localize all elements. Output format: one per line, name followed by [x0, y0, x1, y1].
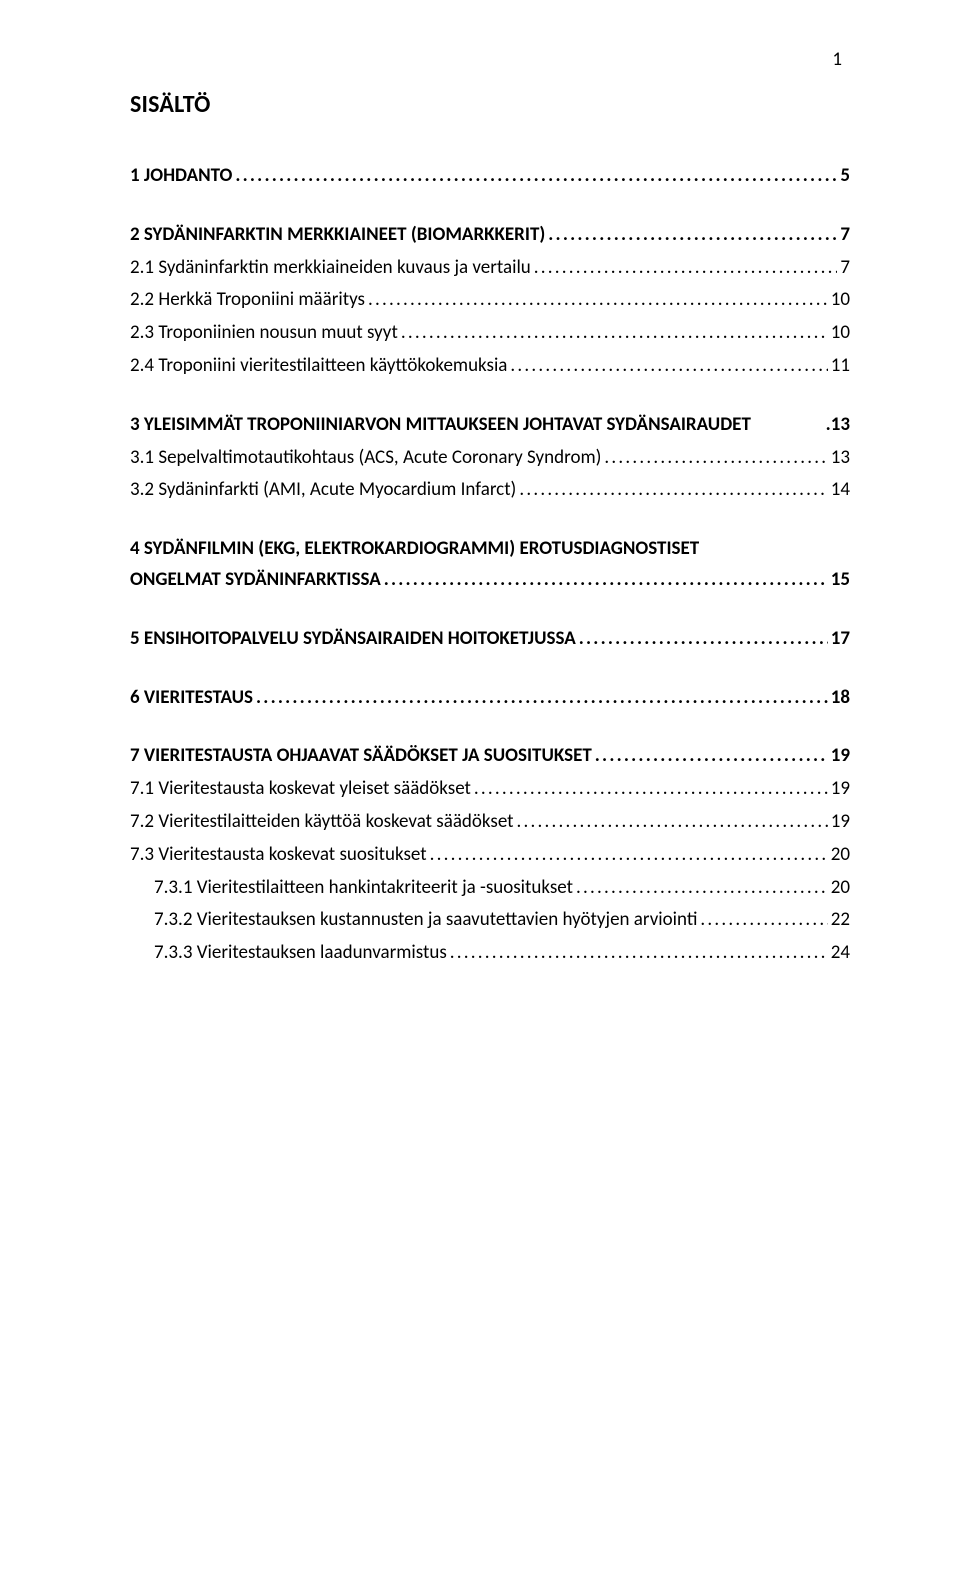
toc-entry[interactable]: 2.4 Troponiini vieritestilaitteen käyttö… — [130, 355, 850, 378]
table-of-contents: 1 JOHDANTO 5 2 SYDÄNINFARKTIN MERKKIAINEET… — [130, 165, 850, 965]
toc-entry-page: 19 — [831, 745, 850, 768]
toc-entry-label: 7.3 Vieritestausta koskevat suositukset — [130, 844, 427, 867]
toc-entry-page: 13 — [831, 447, 850, 470]
toc-entry-page: 15 — [831, 569, 850, 592]
toc-entry[interactable]: 1 JOHDANTO 5 — [130, 165, 850, 188]
toc-leader-dots — [401, 322, 828, 345]
toc-entry-label: 7.2 Vieritestilaitteiden käyttöä koskeva… — [130, 811, 514, 834]
toc-leader-dots — [604, 447, 827, 470]
toc-leader-dots — [384, 569, 828, 592]
toc-entry[interactable]: 2 SYDÄNINFARKTIN MERKKIAINEET (BIOMARKKE… — [130, 224, 850, 247]
toc-entry[interactable]: 3.2 Sydäninfarkti (AMI, Acute Myocardium… — [130, 479, 850, 502]
toc-entry-label: 3.1 Sepelvaltimotautikohtaus (ACS, Acute… — [130, 447, 601, 470]
toc-entry-page: 20 — [831, 877, 850, 900]
toc-entry-label: 7.3.1 Vieritestilaitteen hankintakriteer… — [154, 877, 573, 900]
toc-entry-page: 5 — [840, 165, 850, 188]
toc-leader-dots — [450, 942, 828, 965]
toc-entry-label: 7.3.3 Vieritestauksen laadunvarmistus — [154, 942, 447, 965]
toc-entry-page: 13 — [831, 414, 850, 437]
toc-entry-page: 11 — [831, 355, 850, 378]
toc-entry-page: 19 — [831, 778, 850, 801]
toc-entry[interactable]: 7.3.1 Vieritestilaitteen hankintakriteer… — [130, 877, 850, 900]
toc-entry-label: 7.3.2 Vieritestauksen kustannusten ja sa… — [154, 909, 697, 932]
toc-leader-dots — [519, 479, 827, 502]
toc-entry[interactable]: 2.3 Troponiinien nousun muut syyt 10 — [130, 322, 850, 345]
toc-entry-label: 2.4 Troponiini vieritestilaitteen käyttö… — [130, 355, 507, 378]
toc-entry-label: ONGELMAT SYDÄNINFARKTISSA — [130, 569, 381, 592]
toc-entry-page: 20 — [831, 844, 850, 867]
toc-entry-label: 3 YLEISIMMÄT TROPONIINIARVON MITTAUKSEEN… — [130, 414, 751, 437]
toc-entry-page: 19 — [831, 811, 850, 834]
toc-entry[interactable]: 7 VIERITESTAUSTA OHJAAVAT SÄÄDÖKSET JA S… — [130, 745, 850, 768]
toc-entry[interactable]: 7.1 Vieritestausta koskevat yleiset sääd… — [130, 778, 850, 801]
toc-entry[interactable]: 2.2 Herkkä Troponiini määritys 10 — [130, 289, 850, 312]
toc-entry-label: 3.2 Sydäninfarkti (AMI, Acute Myocardium… — [130, 479, 516, 502]
toc-entry[interactable]: 3.1 Sepelvaltimotautikohtaus (ACS, Acute… — [130, 447, 850, 470]
toc-entry-label: 6 VIERITESTAUS — [130, 687, 253, 710]
toc-leader-dots — [534, 257, 838, 280]
toc-entry-page: 7 — [840, 257, 850, 280]
toc-entry-label: 4 SYDÄNFILMIN (EKG, ELEKTROKARDIOGRAMMI)… — [130, 538, 699, 561]
toc-leader-dots — [474, 778, 828, 801]
page-title: SISÄLTÖ — [130, 90, 850, 119]
toc-entry-label: 2.3 Troponiinien nousun muut syyt — [130, 322, 398, 345]
toc-entry-label: 5 ENSIHOITOPALVELU SYDÄNSAIRAIDEN HOITOK… — [130, 628, 576, 651]
toc-leader-dots — [517, 811, 828, 834]
toc-entry-label: 1 JOHDANTO — [130, 165, 232, 188]
toc-leader-dots — [579, 628, 828, 651]
toc-entry[interactable]: 2.1 Sydäninfarktin merkkiaineiden kuvaus… — [130, 257, 850, 280]
toc-leader-dots — [510, 355, 827, 378]
toc-entry-label: 2.2 Herkkä Troponiini määritys — [130, 289, 365, 312]
toc-entry[interactable]: 7.3 Vieritestausta koskevat suositukset 2… — [130, 844, 850, 867]
toc-entry-label: 2.1 Sydäninfarktin merkkiaineiden kuvaus… — [130, 257, 531, 280]
toc-entry-page: 18 — [831, 687, 850, 710]
toc-entry[interactable]: 6 VIERITESTAUS 18 — [130, 687, 850, 710]
toc-entry[interactable]: 4 SYDÄNFILMIN (EKG, ELEKTROKARDIOGRAMMI)… — [130, 538, 850, 561]
toc-leader-dots — [548, 224, 837, 247]
toc-entry[interactable]: 7.3.2 Vieritestauksen kustannusten ja sa… — [130, 909, 850, 932]
toc-leader-dots — [368, 289, 828, 312]
toc-entry-label: 7.1 Vieritestausta koskevat yleiset sääd… — [130, 778, 471, 801]
toc-leader-dots — [576, 877, 828, 900]
toc-entry[interactable]: 5 ENSIHOITOPALVELU SYDÄNSAIRAIDEN HOITOK… — [130, 628, 850, 651]
page-number: 1 — [832, 48, 842, 71]
toc-entry-page: 10 — [831, 322, 850, 345]
toc-leader-dots — [595, 745, 828, 768]
toc-entry-page: 10 — [831, 289, 850, 312]
toc-entry-page: 17 — [831, 628, 850, 651]
toc-entry[interactable]: 3 YLEISIMMÄT TROPONIINIARVON MITTAUKSEEN… — [130, 414, 850, 437]
toc-entry[interactable]: 7.3.3 Vieritestauksen laadunvarmistus 24 — [130, 942, 850, 965]
toc-entry-page: 22 — [831, 909, 850, 932]
toc-leader-dots — [700, 909, 827, 932]
toc-leader-dots — [256, 687, 828, 710]
toc-entry-page: 7 — [840, 224, 850, 247]
toc-entry-label: 2 SYDÄNINFARKTIN MERKKIAINEET (BIOMARKKE… — [130, 224, 545, 247]
toc-entry-page: 14 — [831, 479, 850, 502]
toc-leader-dots — [235, 165, 837, 188]
toc-leader-dots — [430, 844, 828, 867]
toc-entry-label: 7 VIERITESTAUSTA OHJAAVAT SÄÄDÖKSET JA S… — [130, 745, 592, 768]
toc-entry[interactable]: ONGELMAT SYDÄNINFARKTISSA 15 — [130, 569, 850, 592]
toc-entry[interactable]: 7.2 Vieritestilaitteiden käyttöä koskeva… — [130, 811, 850, 834]
toc-entry-page: 24 — [831, 942, 850, 965]
document-page: 1 SISÄLTÖ 1 JOHDANTO 5 2 SYDÄNINFARKTIN ME… — [0, 0, 960, 1590]
